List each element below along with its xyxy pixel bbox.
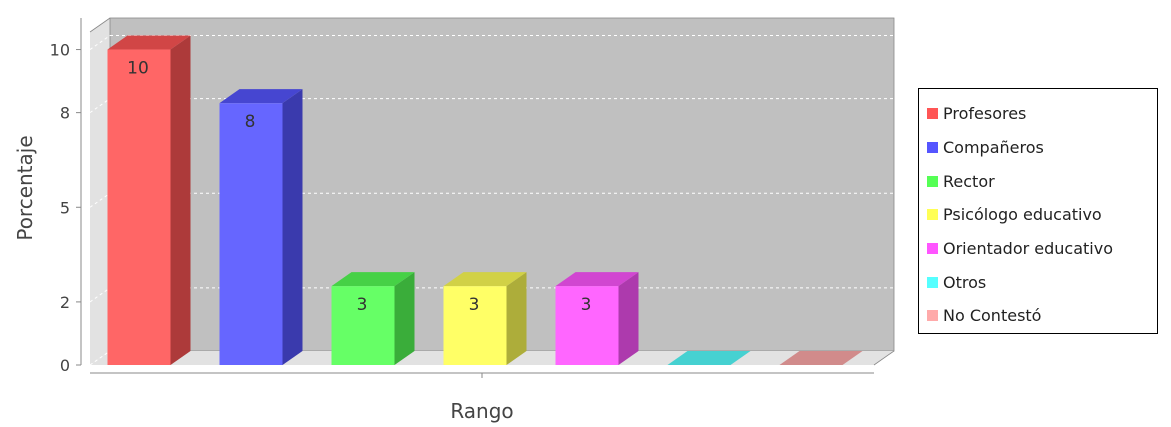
legend-item: No Contestó (927, 299, 1157, 333)
legend-item: Compañeros (927, 131, 1157, 165)
y-axis-title: Porcentaje (13, 135, 37, 240)
legend-item: Orientador educativo (927, 232, 1157, 266)
bar-side (283, 89, 303, 365)
legend-swatch (927, 310, 938, 321)
legend-item: Profesores (927, 97, 1157, 131)
data-label: 3 (581, 295, 592, 315)
legend-swatch (927, 108, 938, 119)
bar: 10 (108, 36, 191, 365)
bar: 3 (332, 272, 415, 365)
legend-swatch (927, 277, 938, 288)
legend-label: Compañeros (943, 138, 1044, 157)
bar: 8 (220, 89, 303, 365)
legend-item: Rector (927, 164, 1157, 198)
legend-label: Profesores (943, 104, 1026, 123)
y-tick-label: 8 (60, 104, 70, 123)
x-axis-title: Rango (450, 399, 513, 423)
y-tick-label: 5 (60, 198, 70, 217)
bar-side (507, 272, 527, 365)
bar-side (395, 272, 415, 365)
legend-swatch (927, 176, 938, 187)
legend-label: Psicólogo educativo (943, 205, 1102, 224)
data-label: 8 (245, 112, 256, 132)
data-label: 10 (127, 59, 149, 79)
bar-front (220, 103, 283, 365)
data-label: 3 (357, 295, 368, 315)
data-label: 3 (469, 295, 480, 315)
y-tick-label: 2 (60, 293, 70, 312)
legend-label: Rector (943, 172, 995, 191)
legend-item: Psicólogo educativo (927, 198, 1157, 232)
legend-swatch (927, 209, 938, 220)
legend-swatch (927, 243, 938, 254)
legend-label: No Contestó (943, 306, 1041, 325)
bar: 3 (444, 272, 527, 365)
legend-item: Otros (927, 265, 1157, 299)
legend: Profesores Compañeros Rector Psicólogo educ… (918, 88, 1158, 334)
legend-label: Orientador educativo (943, 239, 1113, 258)
legend-swatch (927, 142, 938, 153)
legend-label: Otros (943, 273, 986, 292)
bar-side (171, 36, 191, 365)
bar: 3 (556, 272, 639, 365)
bar-front (108, 50, 171, 365)
bar-side (619, 272, 639, 365)
y-tick-label: 10 (50, 41, 70, 60)
plot-side-wall (90, 18, 110, 365)
y-tick-label: 0 (60, 356, 70, 375)
